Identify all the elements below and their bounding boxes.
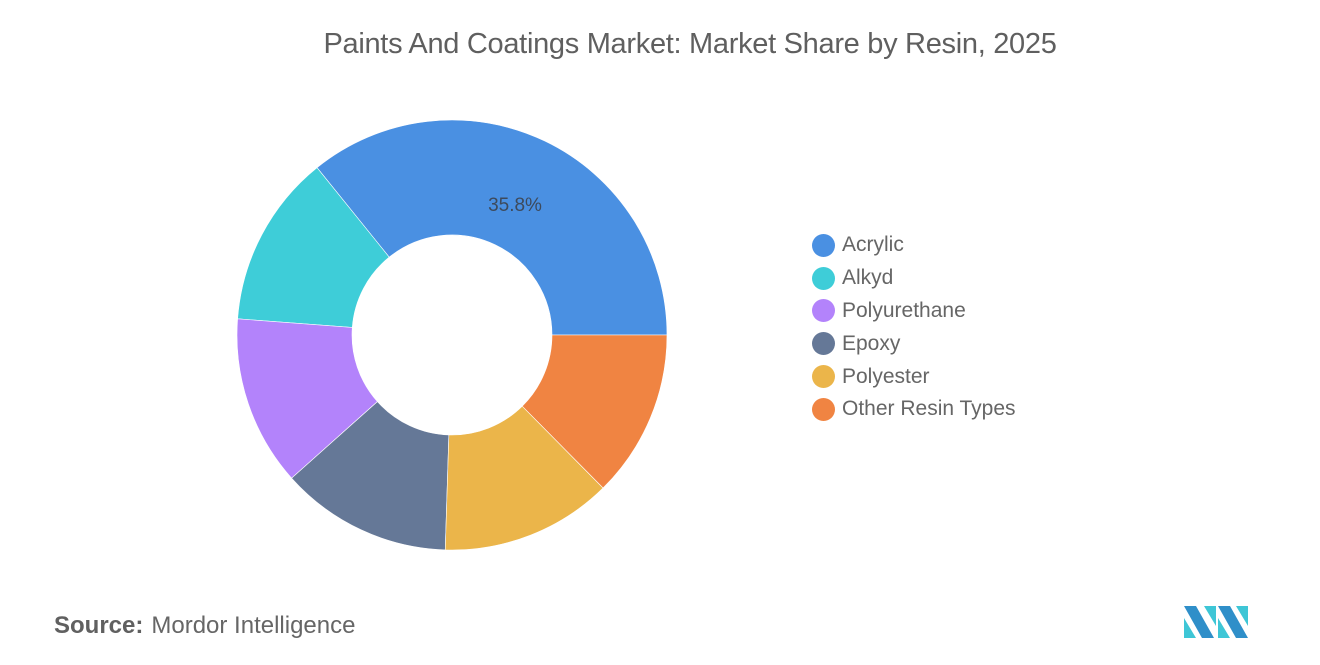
legend-item-alkyd[interactable]: Alkyd xyxy=(812,262,1016,295)
source-note: Source: Mordor Intelligence xyxy=(54,612,355,640)
legend-item-polyurethane[interactable]: Polyurethane xyxy=(812,295,1016,328)
legend-swatch-icon xyxy=(812,397,835,421)
slice-polyurethane[interactable] xyxy=(236,318,378,479)
donut-slices xyxy=(236,119,668,551)
legend-item-other-resin-types[interactable]: Other Resin Types xyxy=(812,393,1016,426)
legend-swatch-icon xyxy=(812,365,835,389)
slice-acrylic[interactable] xyxy=(316,119,668,336)
source-value: Mordor Intelligence xyxy=(151,612,356,639)
legend-swatch-icon xyxy=(812,332,835,356)
legend-swatch-icon xyxy=(812,233,835,257)
slice-other-resin-types[interactable] xyxy=(521,334,668,489)
chart-title: Paints And Coatings Market: Market Share… xyxy=(323,28,1057,60)
chart-legend: Acrylic Alkyd Polyurethane Epoxy Polyest… xyxy=(812,229,1016,426)
legend-item-acrylic[interactable]: Acrylic xyxy=(812,229,1016,262)
slice-alkyd[interactable] xyxy=(237,167,390,328)
acrylic-data-label: 35.8% xyxy=(488,195,542,216)
legend-swatch-icon xyxy=(812,299,835,323)
legend-item-epoxy[interactable]: Epoxy xyxy=(812,327,1016,360)
legend-swatch-icon xyxy=(812,266,835,290)
mordor-intelligence-logo-icon xyxy=(1184,606,1248,638)
legend-item-polyester[interactable]: Polyester xyxy=(812,360,1016,393)
slice-epoxy[interactable] xyxy=(291,401,450,551)
slice-polyester[interactable] xyxy=(444,405,604,551)
source-label: Source: xyxy=(54,612,144,639)
